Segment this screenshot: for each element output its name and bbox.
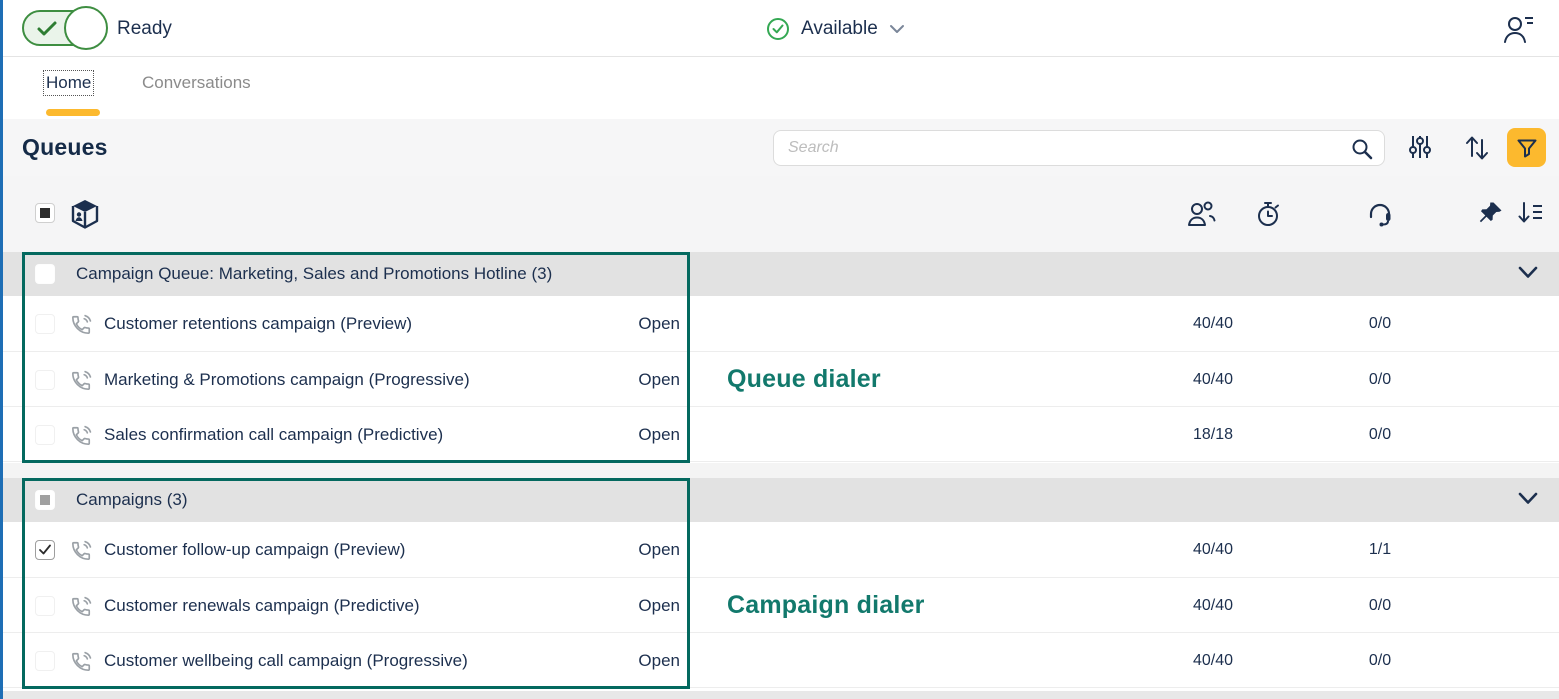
queue-status: Open (638, 540, 680, 559)
tab-conversations[interactable]: Conversations (142, 73, 251, 92)
interactions-count: 0/0 (1368, 597, 1392, 614)
presence-dropdown[interactable]: Available (766, 0, 905, 57)
page-title: Queues (22, 134, 108, 160)
table-row[interactable]: Customer wellbeing call campaign (Progre… (0, 633, 1559, 688)
select-all-checkbox[interactable] (35, 203, 55, 223)
group-title: Campaign Queue: Marketing, Sales and Pro… (76, 264, 553, 283)
top-bar: Ready Available (0, 0, 1559, 57)
group-checkbox[interactable] (35, 490, 55, 510)
row-checkbox[interactable] (35, 425, 55, 445)
row-checkbox[interactable] (35, 314, 55, 334)
interactions-count: 1/1 (1368, 541, 1392, 558)
interactions-icon (1366, 200, 1394, 228)
queue-dialer-annotation: Queue dialer (727, 365, 881, 393)
outbound-call-icon (70, 651, 92, 673)
agents-count: 40/40 (1192, 597, 1234, 614)
tab-bar: Home Conversations (0, 57, 1559, 119)
chevron-down-icon[interactable] (1518, 492, 1538, 505)
circle-check-icon (766, 17, 790, 41)
queue-name: Customer renewals campaign (Predictive) (104, 596, 420, 615)
interactions-count: 0/0 (1368, 652, 1392, 669)
queue-status: Open (638, 651, 680, 670)
interactions-count: 0/0 (1368, 371, 1392, 388)
row-checkbox[interactable] (35, 651, 55, 671)
wait-time-icon (1254, 200, 1282, 228)
table-row[interactable]: Customer retentions campaign (Preview) O… (0, 296, 1559, 352)
agents-icon (1186, 200, 1216, 228)
chevron-down-icon (889, 24, 905, 34)
chevron-down-icon[interactable] (1518, 266, 1538, 279)
queue-status: Open (638, 596, 680, 615)
search-box[interactable] (773, 130, 1385, 166)
agent-profile-icon[interactable] (1502, 13, 1540, 45)
table-row[interactable]: Customer follow-up campaign (Preview) Op… (0, 522, 1559, 578)
outbound-call-icon (70, 425, 92, 447)
queue-name: Marketing & Promotions campaign (Progres… (104, 370, 470, 389)
presence-label: Available (801, 17, 878, 39)
active-tab-underline (46, 109, 100, 116)
row-checkbox[interactable] (35, 370, 55, 390)
interactions-count: 0/0 (1368, 315, 1392, 332)
group-header-campaigns[interactable]: Campaigns (3) (0, 478, 1559, 522)
toggle-knob[interactable] (64, 6, 108, 50)
filter-funnel-button[interactable] (1507, 128, 1546, 167)
campaign-dialer-annotation: Campaign dialer (727, 591, 925, 619)
settings-sliders-icon[interactable] (1405, 132, 1435, 162)
outbound-call-icon (70, 596, 92, 618)
agents-count: 40/40 (1192, 541, 1234, 558)
outbound-call-icon (70, 370, 92, 392)
interactions-count: 0/0 (1368, 426, 1392, 443)
queue-name: Customer follow-up campaign (Preview) (104, 540, 406, 559)
group-title: Campaigns (3) (76, 490, 188, 509)
search-icon[interactable] (1350, 137, 1374, 161)
queue-name: Sales confirmation call campaign (Predic… (104, 425, 444, 444)
next-group-edge (0, 691, 1559, 699)
window-edge-accent (0, 0, 3, 699)
ready-toggle[interactable] (22, 6, 108, 50)
table-header-row (0, 176, 1559, 252)
tab-home[interactable]: Home (42, 70, 95, 96)
table-row[interactable]: Customer renewals campaign (Predictive) … (0, 578, 1559, 633)
queues-header-band: Queues (0, 119, 1559, 176)
sort-arrows-icon[interactable] (1461, 132, 1493, 164)
sort-order-icon[interactable] (1516, 200, 1544, 226)
queue-status: Open (638, 425, 680, 444)
agents-count: 40/40 (1192, 652, 1234, 669)
queue-cube-icon (71, 199, 99, 229)
group-header-campaign-queue[interactable]: Campaign Queue: Marketing, Sales and Pro… (0, 252, 1559, 296)
queue-status: Open (638, 370, 680, 389)
group-separator (0, 463, 1559, 478)
outbound-call-icon (70, 540, 92, 562)
toggle-check-icon (36, 20, 58, 38)
agents-count: 18/18 (1192, 426, 1234, 443)
group-checkbox[interactable] (35, 264, 55, 284)
table-row[interactable]: Sales confirmation call campaign (Predic… (0, 407, 1559, 462)
search-input[interactable] (788, 131, 1348, 165)
table-row[interactable]: Marketing & Promotions campaign (Progres… (0, 352, 1559, 407)
ready-label: Ready (117, 18, 172, 39)
agents-count: 40/40 (1192, 315, 1234, 332)
pin-icon[interactable] (1478, 200, 1504, 226)
row-checkbox-checked[interactable] (35, 540, 55, 560)
queue-status: Open (638, 314, 680, 333)
outbound-call-icon (70, 314, 92, 336)
agents-count: 40/40 (1192, 371, 1234, 388)
queue-name: Customer retentions campaign (Preview) (104, 314, 413, 333)
row-checkbox[interactable] (35, 596, 55, 616)
queue-name: Customer wellbeing call campaign (Progre… (104, 651, 468, 670)
